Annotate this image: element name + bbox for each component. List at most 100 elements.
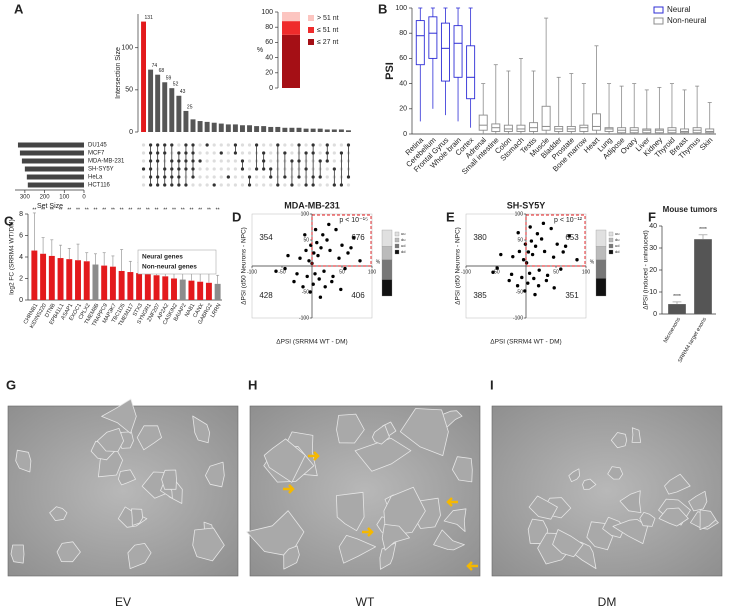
matrix-dot-empty <box>269 159 273 163</box>
legend-swatch <box>608 249 614 255</box>
point <box>561 250 565 254</box>
point <box>321 233 325 237</box>
set-name: HeLa <box>88 175 103 181</box>
cell <box>443 508 467 532</box>
matrix-dot <box>156 183 160 187</box>
point <box>328 248 332 253</box>
point <box>495 266 499 270</box>
point <box>521 258 526 262</box>
cell <box>688 490 708 512</box>
matrix-dot-empty <box>198 151 202 155</box>
y-tick-label: 100 <box>515 211 524 217</box>
set-tick-label: 100 <box>59 195 70 201</box>
box <box>415 20 425 66</box>
point <box>526 250 531 254</box>
set-tick-label: 200 <box>40 195 51 201</box>
matrix-dot-empty <box>332 159 336 163</box>
significance: ** <box>59 207 63 213</box>
y-tick-label: 0 <box>129 129 133 136</box>
matrix-dot <box>177 175 181 179</box>
legend-label: du <box>401 237 405 242</box>
legend-label: ud <box>401 243 405 248</box>
quadrant-count: 428 <box>259 291 273 300</box>
bar <box>75 260 81 300</box>
point <box>529 239 534 243</box>
y-tick-label: 6 <box>19 232 23 239</box>
cell <box>127 543 152 569</box>
matrix-dot <box>149 159 153 163</box>
bar <box>183 110 189 132</box>
matrix-dot <box>191 159 195 163</box>
matrix-dot <box>262 151 266 155</box>
bar <box>109 266 116 300</box>
matrix-dot <box>339 183 343 187</box>
matrix-dot-empty <box>198 175 202 179</box>
matrix-dot-empty <box>283 143 287 147</box>
point <box>523 289 527 293</box>
cell <box>552 529 584 558</box>
matrix-dot-empty <box>141 159 146 163</box>
bar <box>254 126 260 132</box>
panel-label: E <box>446 209 455 224</box>
panel-label: G <box>6 377 16 392</box>
bar-value-label: 43 <box>180 89 186 95</box>
stack-segment <box>282 12 300 22</box>
y-tick-label: 4 <box>19 254 23 261</box>
y-tick-label: 30 <box>649 245 657 252</box>
matrix-dot <box>163 175 167 179</box>
bar <box>101 265 108 300</box>
matrix-dot <box>184 159 188 163</box>
inset-segment <box>595 278 607 297</box>
box <box>680 128 690 134</box>
matrix-dot-empty <box>240 175 245 179</box>
set-size-bar <box>17 142 85 148</box>
matrix-dot <box>163 183 167 187</box>
matrix-dot <box>170 183 174 187</box>
matrix-dot-empty <box>212 159 216 163</box>
set-tick-label: 0 <box>82 195 86 201</box>
point <box>304 248 308 253</box>
bar <box>40 253 47 300</box>
chart-title: SH-SY5Y <box>507 200 546 210</box>
y-axis-label: PSI <box>384 62 396 80</box>
matrix-dot-empty <box>262 183 266 187</box>
bar <box>155 74 161 132</box>
point <box>316 253 320 258</box>
legend-label: Non-neural genes <box>142 264 197 271</box>
bar <box>218 123 224 132</box>
point <box>551 255 556 259</box>
x-tick-label: 100 <box>582 269 591 275</box>
point <box>318 295 323 299</box>
matrix-dot-empty <box>318 143 322 147</box>
bar <box>205 282 212 300</box>
bar <box>282 127 288 132</box>
legend-label: Neural genes <box>142 254 183 261</box>
panel-label: D <box>232 209 241 224</box>
matrix-dot <box>262 159 266 163</box>
point <box>533 244 538 248</box>
legend-label: ud <box>615 243 619 248</box>
inset-segment <box>381 246 393 260</box>
inset-segment <box>381 229 393 247</box>
matrix-dot-empty <box>141 151 146 155</box>
matrix-dot <box>170 167 174 171</box>
matrix-dot-empty <box>240 183 245 187</box>
matrix-dot-empty <box>318 151 322 155</box>
box <box>654 128 664 134</box>
matrix-dot <box>332 183 336 187</box>
bar <box>118 270 125 300</box>
matrix-dot <box>156 175 160 179</box>
point <box>286 253 290 258</box>
cell <box>433 529 465 551</box>
cell <box>49 506 68 521</box>
inset-y-label: % <box>590 259 595 265</box>
x-tick-label: Skin <box>698 135 715 152</box>
matrix-dot <box>198 159 202 163</box>
x-tick-label: SRRM4 target exons <box>677 317 708 364</box>
bar <box>127 272 134 300</box>
panel-label: A <box>14 1 24 16</box>
matrix-dot <box>177 151 181 155</box>
cell <box>136 425 162 451</box>
point <box>552 286 556 290</box>
arrow <box>362 527 374 537</box>
